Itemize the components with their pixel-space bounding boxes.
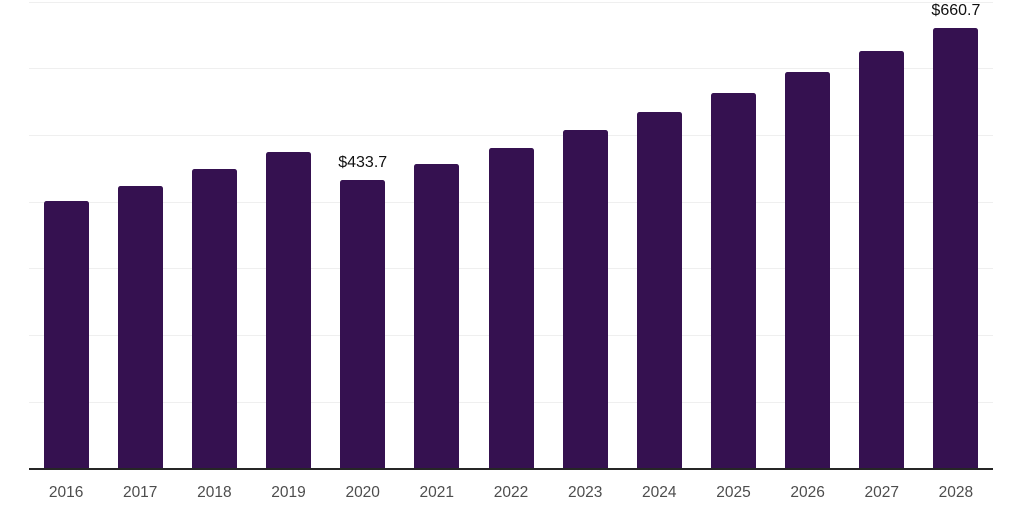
value-label-2028: $660.7 (931, 2, 981, 20)
bar-2025 (711, 92, 756, 469)
x-tick-2018: 2018 (197, 484, 232, 501)
x-tick-2021: 2021 (419, 484, 455, 501)
bar-2024 (636, 111, 682, 469)
bar-2022 (488, 147, 534, 469)
x-tick-2019: 2019 (271, 484, 306, 501)
bar-2026 (785, 72, 831, 469)
gridline-700 (29, 1, 993, 3)
bar-2023 (562, 130, 608, 469)
x-tick-2020: 2020 (345, 484, 380, 501)
x-tick-2028: 2028 (938, 484, 974, 501)
bar-2017 (117, 185, 163, 469)
value-label-2020: $433.7 (338, 153, 388, 171)
gridline-600 (29, 68, 993, 70)
bar-2027 (859, 50, 905, 469)
x-tick-2017: 2017 (122, 484, 158, 501)
x-tick-2024: 2024 (642, 484, 677, 501)
x-axis-line (29, 468, 993, 470)
bar-2016 (43, 200, 89, 469)
x-tick-2026: 2026 (790, 484, 825, 501)
bar-2018 (191, 168, 237, 469)
bar-2019 (266, 152, 311, 469)
x-tick-2025: 2025 (716, 484, 751, 501)
bar-2020 (340, 179, 386, 469)
x-tick-2027: 2027 (864, 484, 900, 501)
x-tick-2023: 2023 (567, 484, 603, 501)
gridline-500 (29, 134, 993, 136)
x-tick-2016: 2016 (48, 484, 84, 501)
bar-2021 (414, 164, 460, 469)
bar-2028 (933, 28, 979, 469)
x-tick-2022: 2022 (493, 484, 529, 501)
